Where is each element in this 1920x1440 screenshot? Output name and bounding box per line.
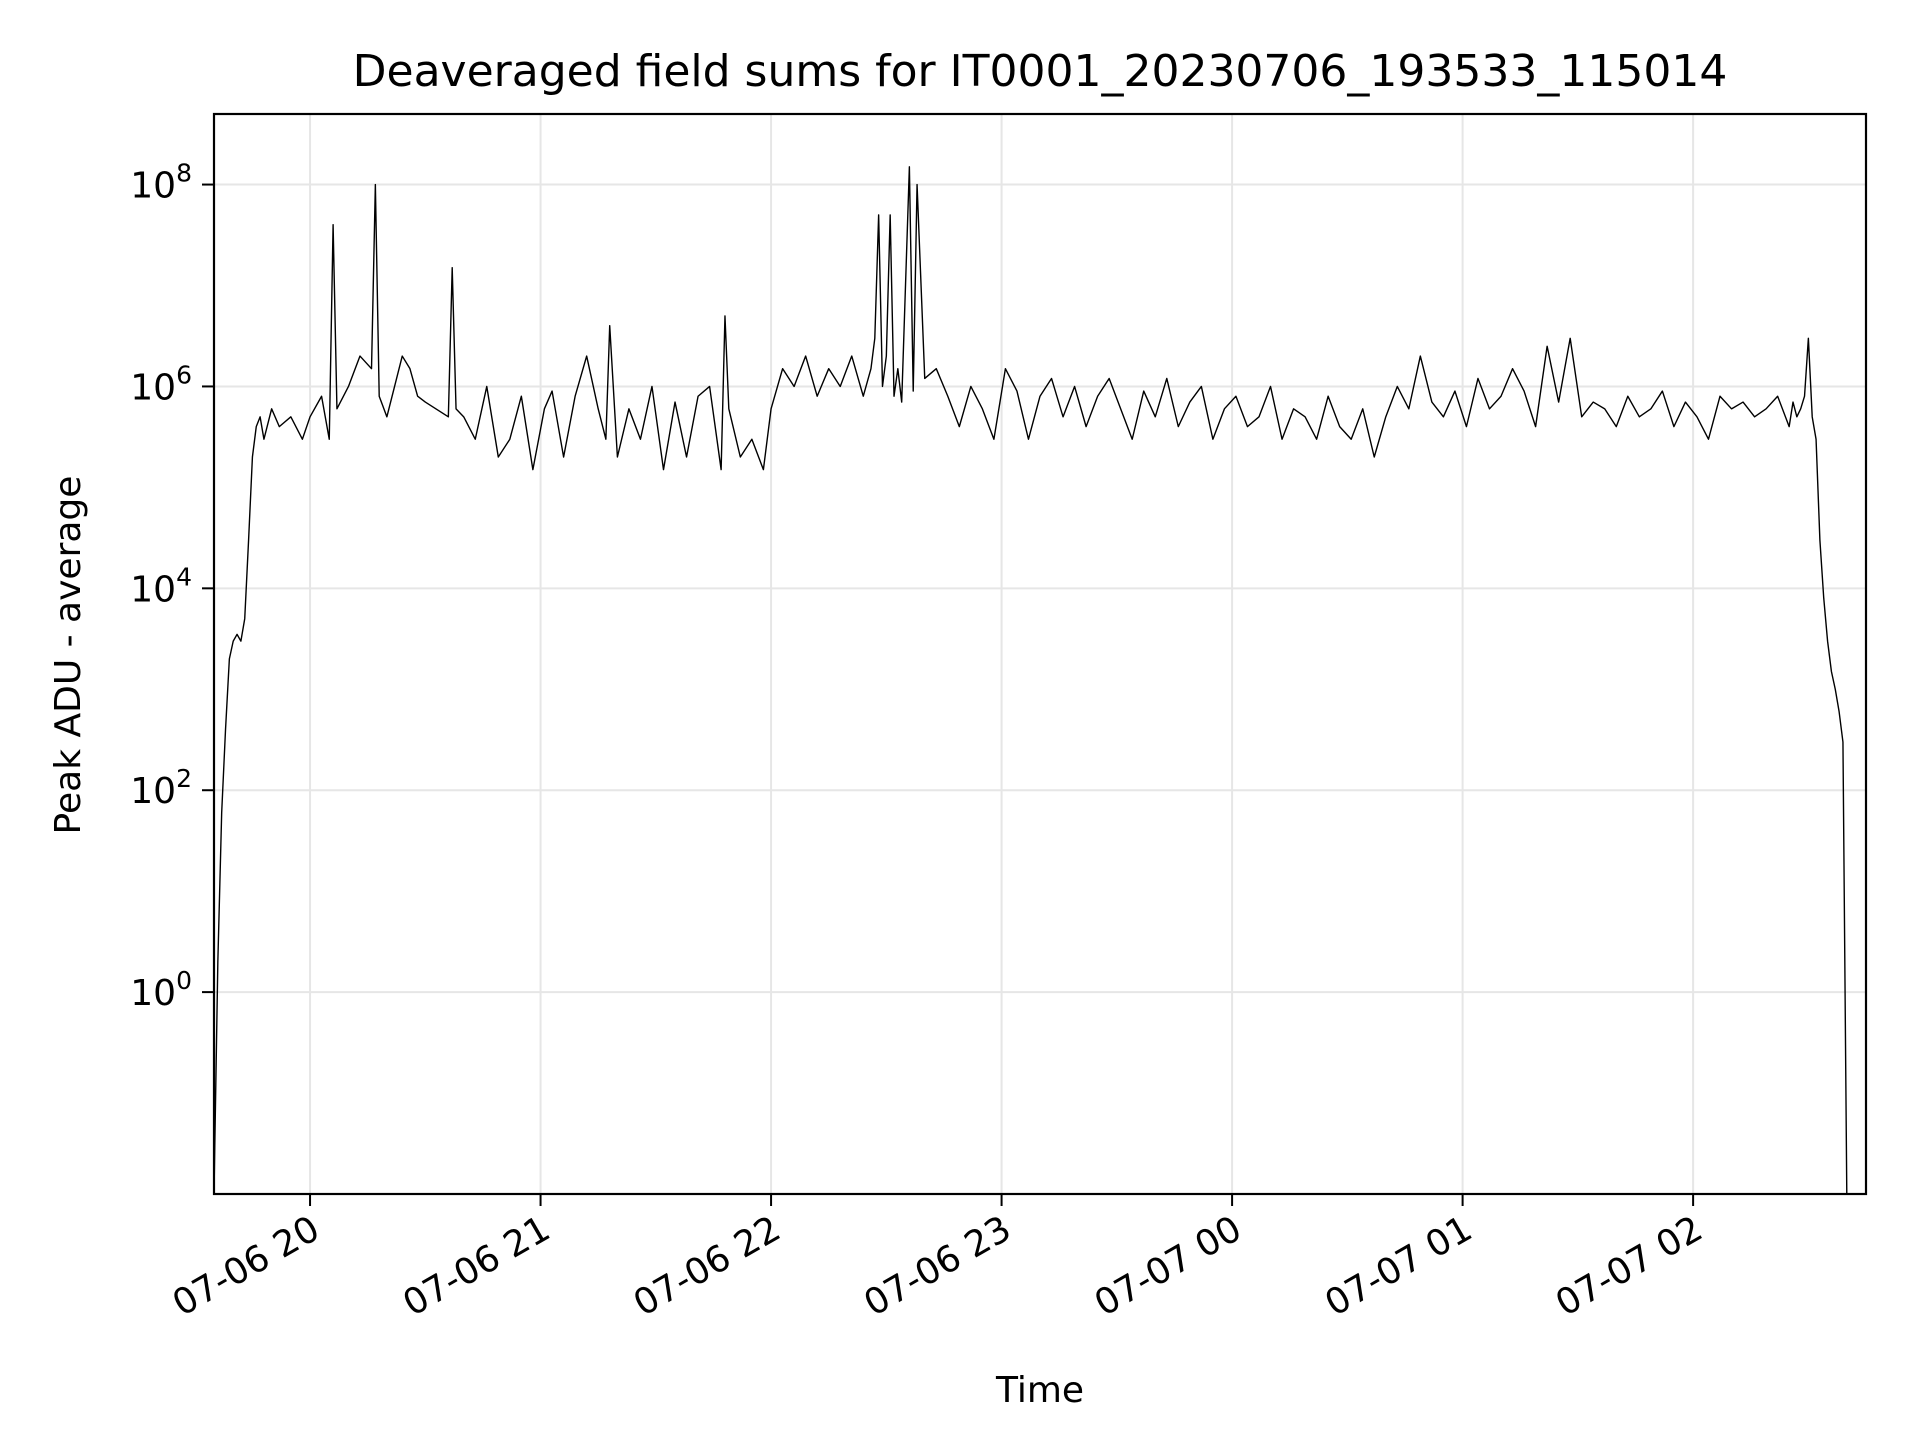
y-tick-label: 106 [130,360,192,408]
y-axis-label: Peak ADU - average [48,476,89,835]
x-tick-label: 07-06 22 [627,1208,788,1324]
series-line [213,166,1848,1195]
y-tick-base: 10 [130,771,176,812]
grid [214,114,1866,1194]
y-tick-base: 10 [130,569,176,610]
y-tick-exponent: 8 [176,159,192,188]
x-tick-label: 07-06 23 [857,1208,1018,1324]
y-tick-label: 100 [130,966,192,1014]
y-tick-exponent: 0 [176,966,192,995]
x-tick-label: 07-07 01 [1318,1208,1479,1324]
y-tick-base: 10 [130,973,176,1014]
y-tick-exponent: 4 [176,562,192,591]
y-tick-label: 108 [130,159,192,207]
chart-title: Deaveraged field sums for IT0001_2023070… [353,46,1728,97]
x-tick-label: 07-07 02 [1549,1208,1710,1324]
y-tick-exponent: 6 [176,360,192,389]
y-tick-label: 102 [130,764,192,812]
y-tick-exponent: 2 [176,764,192,793]
x-tick-label: 07-06 20 [166,1208,327,1324]
x-axis-ticks: 07-06 20 07-06 21 07-06 22 07-06 23 07-07 00… [166,1194,1710,1325]
y-tick-base: 10 [130,166,176,207]
y-tick-base: 10 [130,367,176,408]
plot-frame [212,112,1868,1196]
x-axis-label: Time [995,1370,1084,1411]
x-tick-label: 07-06 21 [396,1208,557,1324]
x-tick-label: 07-07 00 [1088,1208,1249,1324]
y-tick-label: 104 [130,562,192,610]
